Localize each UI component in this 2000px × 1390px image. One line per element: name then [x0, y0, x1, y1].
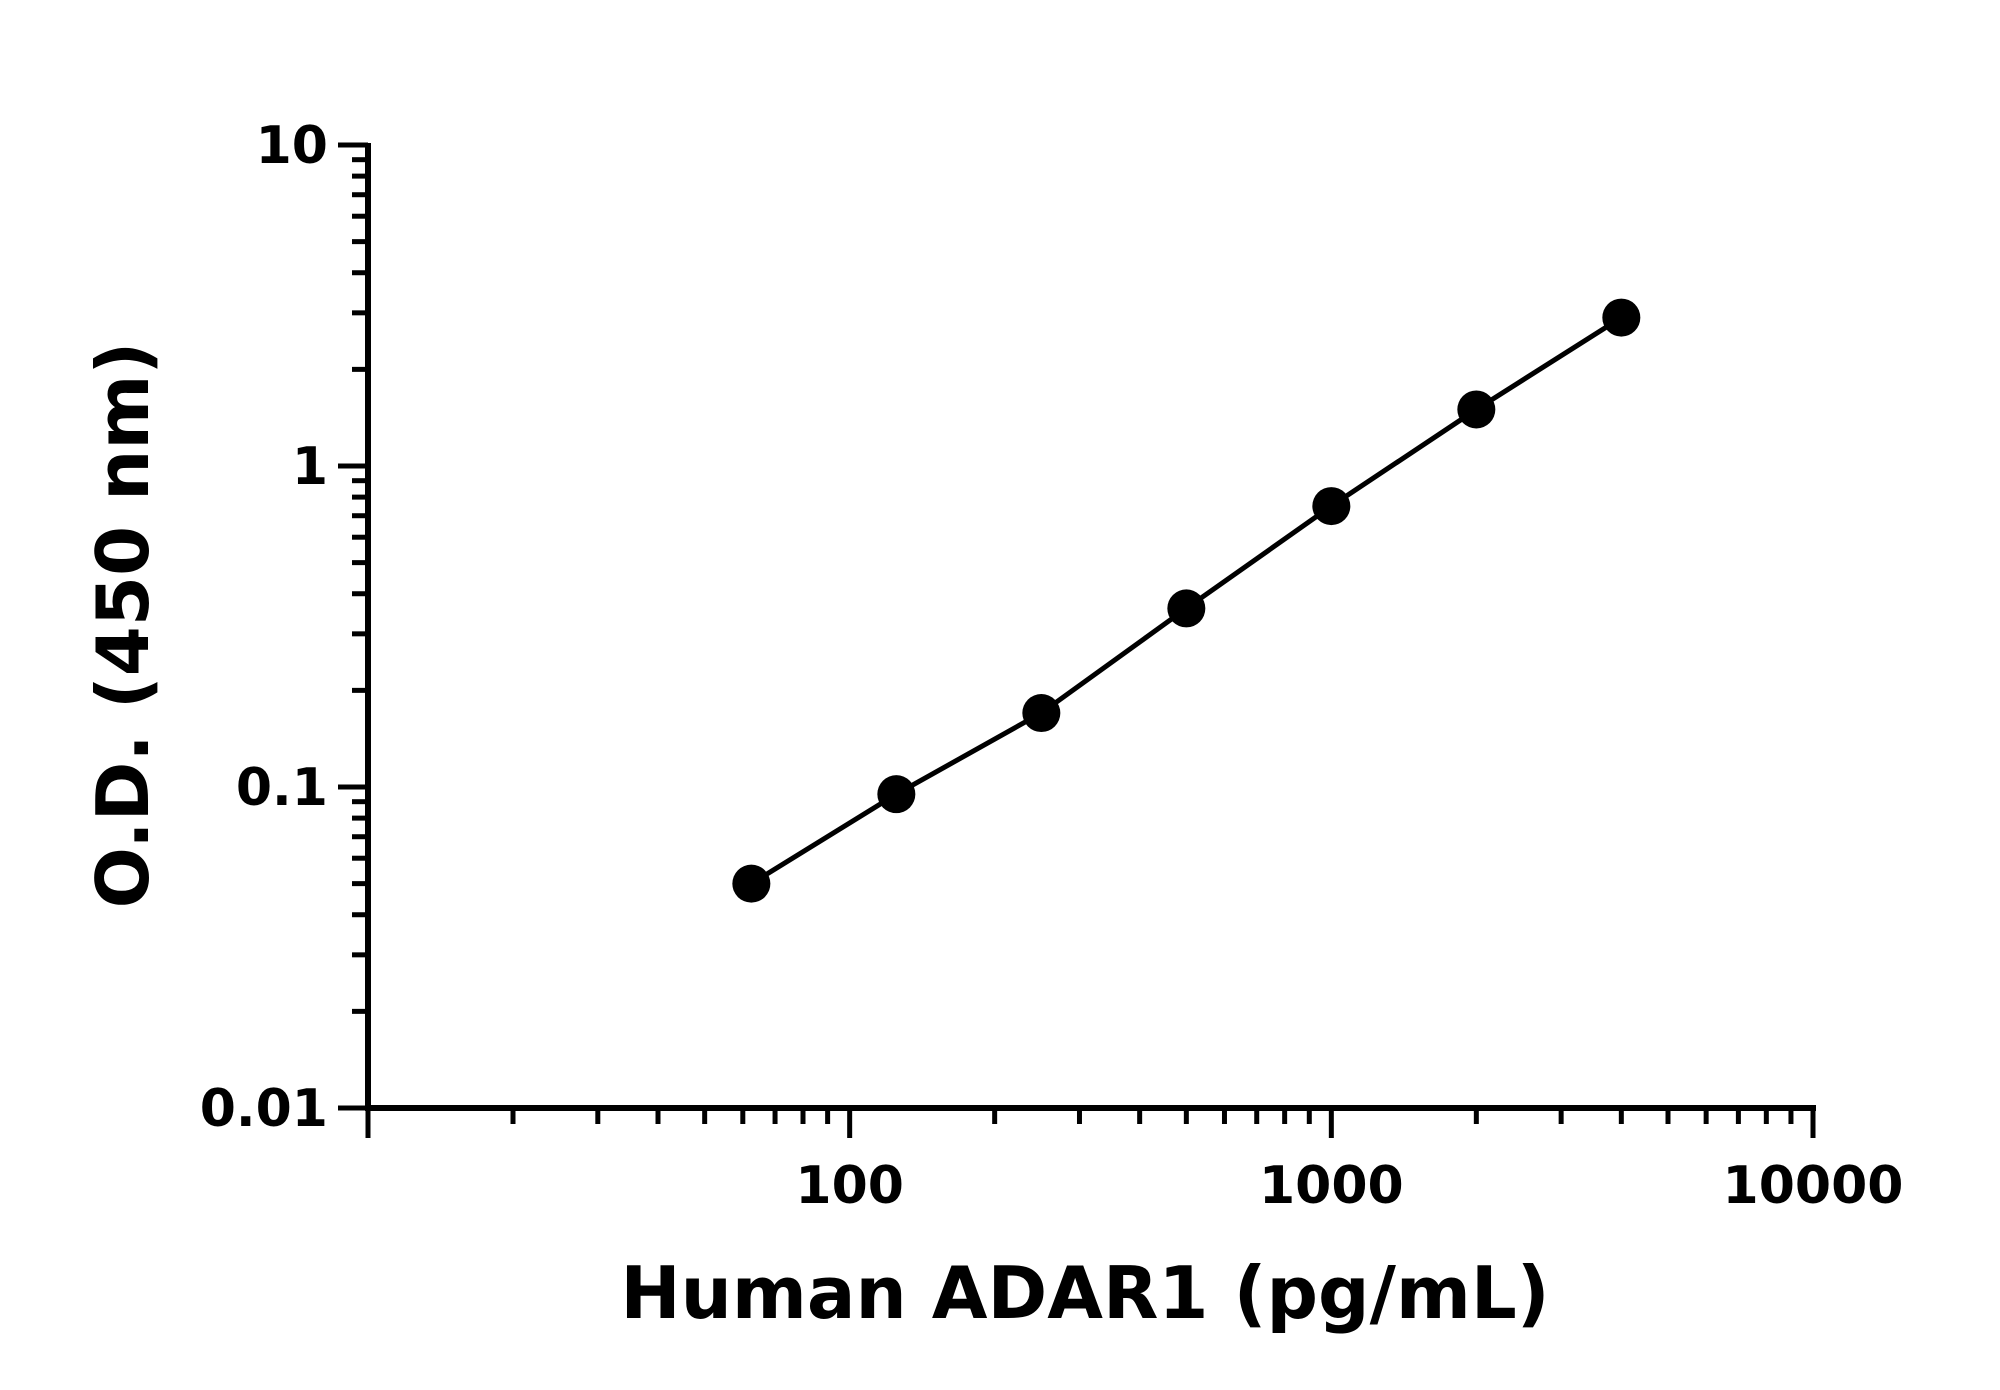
- y-tick-label: 1: [292, 437, 328, 497]
- y-tick-label: 0.1: [236, 758, 328, 818]
- data-point: [1167, 589, 1206, 628]
- data-point: [1022, 694, 1061, 733]
- x-tick-label: 10000: [1723, 1156, 1904, 1216]
- x-tick-label: 100: [795, 1156, 904, 1216]
- data-point: [1602, 298, 1641, 337]
- x-axis-title: Human ADAR1 (pg/mL): [620, 1251, 1549, 1335]
- data-point: [1457, 390, 1496, 429]
- y-tick-label: 10: [256, 116, 328, 176]
- y-axis-title: O.D. (450 nm): [81, 342, 165, 909]
- x-axis: 100 1000 10000: [365, 1105, 1904, 1216]
- plot-area: [732, 298, 1641, 903]
- y-axis: 10 1 0.1 0.01: [200, 116, 371, 1139]
- y-tick-label: 0.01: [200, 1079, 328, 1139]
- data-point: [877, 775, 916, 814]
- data-point: [732, 864, 771, 903]
- x-tick-label: 1000: [1259, 1156, 1404, 1216]
- data-point: [1312, 487, 1351, 526]
